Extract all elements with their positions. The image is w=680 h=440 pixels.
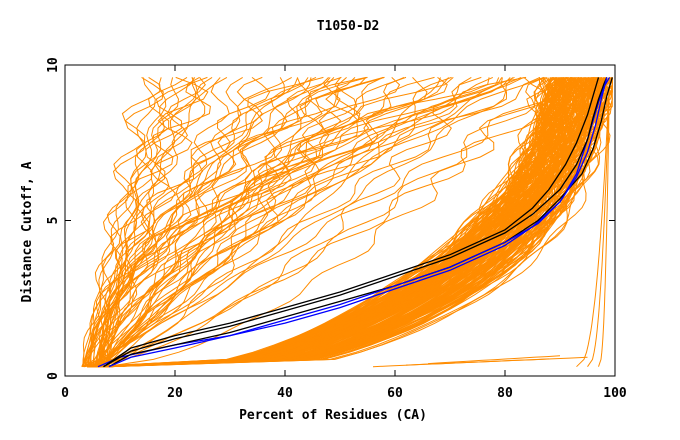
y-tick-label: 0	[46, 372, 61, 380]
model-curve	[100, 77, 559, 368]
model-curve	[100, 77, 554, 368]
reference-series-1	[103, 77, 608, 368]
model-curve	[108, 76, 407, 367]
model-curve	[88, 77, 312, 367]
model-curve	[92, 76, 567, 368]
model-curve	[102, 77, 578, 368]
model-curve	[96, 77, 358, 368]
model-curve	[82, 76, 527, 367]
model-curve	[91, 76, 385, 368]
reference-curves	[97, 77, 613, 368]
x-tick-label: 80	[497, 386, 513, 401]
model-curve-edge	[587, 77, 610, 367]
model-curve	[105, 77, 613, 368]
model-curve	[107, 77, 613, 368]
model-curve	[90, 76, 545, 368]
model-curve	[82, 77, 514, 368]
x-axis-label: Percent of Residues (CA)	[239, 408, 427, 423]
model-curve	[100, 76, 317, 368]
model-curve	[89, 77, 580, 368]
model-curve-edge	[576, 77, 610, 368]
model-curve-outlier	[427, 355, 561, 365]
model-curve	[96, 76, 494, 367]
model-curve	[103, 76, 524, 367]
model-curve	[89, 76, 435, 367]
model-curve	[82, 77, 309, 367]
x-tick-label: 60	[387, 386, 403, 401]
model-curve	[98, 77, 552, 368]
model-curve	[105, 77, 549, 368]
model-curve	[95, 76, 452, 368]
model-curve	[103, 76, 544, 367]
model-curve-edge	[598, 77, 610, 367]
y-tick-label: 5	[46, 217, 61, 225]
x-tick-label: 0	[61, 386, 69, 401]
chart-title: T1050-D2	[317, 19, 380, 34]
model-curve	[98, 77, 221, 367]
model-curve	[106, 76, 367, 367]
model-curve	[103, 77, 606, 368]
model-curve-outlier	[405, 356, 588, 366]
model-curve	[108, 77, 567, 368]
model-curve	[94, 76, 384, 367]
model-curve	[106, 77, 167, 367]
x-tick-label: 100	[603, 386, 627, 401]
model-curve	[83, 76, 595, 368]
reference-series-4	[108, 77, 608, 368]
model-curve	[108, 77, 568, 368]
model-curve	[95, 76, 243, 368]
model-curve	[83, 77, 428, 368]
model-curve	[99, 76, 292, 367]
model-curve	[88, 76, 164, 367]
y-tick-label: 10	[46, 57, 61, 73]
x-tick-label: 20	[167, 386, 183, 401]
y-axis-label: Distance Cutoff, A	[20, 161, 35, 302]
model-curve	[99, 76, 515, 367]
model-curve	[91, 76, 209, 368]
x-tick-label: 40	[277, 386, 293, 401]
reference-series-2	[103, 77, 600, 368]
model-curve	[85, 76, 342, 367]
model-curve	[97, 77, 454, 367]
model-curve	[99, 77, 180, 367]
model-curve	[91, 77, 508, 368]
model-curve	[87, 76, 472, 367]
model-curve	[91, 77, 574, 368]
model-curve	[107, 77, 156, 367]
model-curve	[99, 77, 448, 367]
model-curves	[81, 76, 613, 368]
axes: 0 20 40 60 80 100 0 5 10	[46, 57, 627, 401]
model-curve	[99, 77, 562, 368]
model-curve	[105, 77, 367, 368]
model-curve	[98, 77, 575, 368]
model-curve	[92, 77, 197, 367]
model-curve	[82, 76, 213, 367]
model-curve	[101, 76, 482, 368]
